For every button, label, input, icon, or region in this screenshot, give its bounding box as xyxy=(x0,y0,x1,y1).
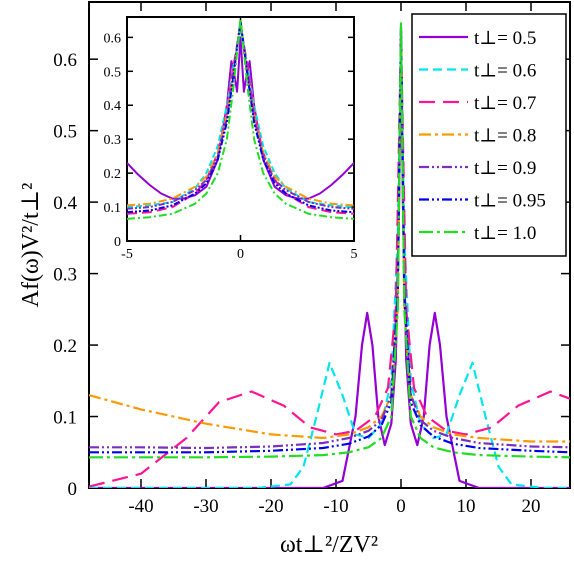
x-tick-label: -5 xyxy=(121,247,133,262)
x-tick-label: -30 xyxy=(193,496,218,517)
y-tick-label: 0.4 xyxy=(104,99,122,114)
legend-label: t⊥= 1.0 xyxy=(474,223,536,244)
x-tick-label: 20 xyxy=(522,496,541,517)
y-tick-label: 0.2 xyxy=(104,167,122,182)
main-plot-frame xyxy=(88,1,571,489)
y-tick-label: 0.5 xyxy=(53,122,77,143)
main-series-lines xyxy=(89,22,570,488)
y-axis-label: Af(ω)V²/t⊥² xyxy=(18,183,44,308)
legend-label: t⊥= 0.8 xyxy=(474,126,536,147)
series-line xyxy=(89,22,570,459)
legend-label: t⊥= 0.5 xyxy=(474,28,536,49)
legend-label: t⊥= 0.95 xyxy=(474,191,546,212)
y-tick-label: 0.2 xyxy=(53,336,77,357)
y-tick-label: 0 xyxy=(114,235,121,250)
y-tick-label: 0.5 xyxy=(104,65,122,80)
y-tick-label: 0.1 xyxy=(104,201,122,216)
inset-series-lines xyxy=(127,17,354,220)
y-tick-label: 0.3 xyxy=(104,133,122,148)
legend-label: t⊥= 0.6 xyxy=(474,61,536,82)
y-tick-label: 0 xyxy=(68,479,78,500)
inset-axis-ticks: -5 0 500.10.20.30.40.50.6 xyxy=(104,17,358,262)
legend: t⊥= 0.5 t⊥= 0.6 t⊥= 0.7 t⊥= 0.8 t⊥= 0.9 t⊥= 0… xyxy=(411,13,567,257)
y-tick-label: 0.6 xyxy=(53,50,77,71)
x-tick-label: -20 xyxy=(258,496,283,517)
x-tick-label: -40 xyxy=(128,496,153,517)
series-line xyxy=(127,19,354,214)
y-tick-label: 0.1 xyxy=(53,408,77,429)
x-axis-label: ωt⊥²/ZV² xyxy=(280,532,378,558)
legend-label: t⊥= 0.9 xyxy=(474,158,536,179)
series-line xyxy=(89,36,570,443)
x-tick-label: 0 xyxy=(396,496,406,517)
series-line xyxy=(89,36,570,488)
x-tick-label: 0 xyxy=(237,247,244,262)
main-axis-ticks: -40 -30 -20 -10 0 10 20 0 0.1 0.2 0.3 0.4 0.5 0.6 xyxy=(53,2,570,517)
x-tick-label: -10 xyxy=(323,496,348,517)
series-line xyxy=(127,17,354,220)
y-tick-label: 0.6 xyxy=(104,31,122,46)
y-tick-label: 0.4 xyxy=(53,193,77,214)
x-tick-label: 5 xyxy=(351,247,358,262)
y-tick-label: 0.3 xyxy=(53,265,77,286)
legend-label: t⊥= 0.7 xyxy=(474,93,536,114)
x-tick-label: 10 xyxy=(457,496,476,517)
